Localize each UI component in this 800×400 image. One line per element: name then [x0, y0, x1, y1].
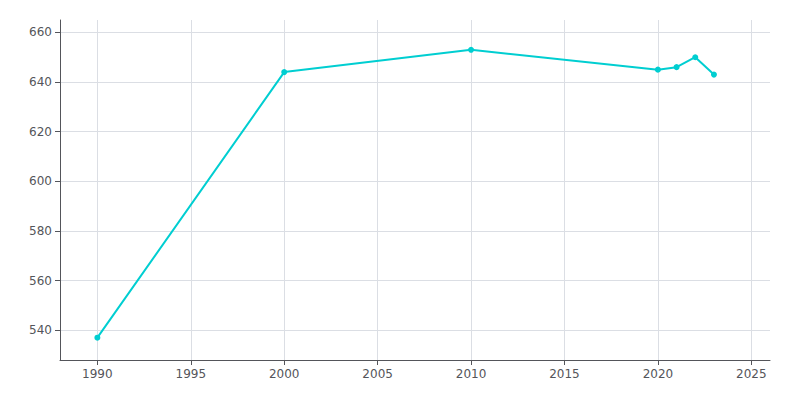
svg-text:540: 540 [29, 323, 52, 337]
svg-text:2020: 2020 [643, 367, 674, 381]
svg-text:580: 580 [29, 224, 52, 238]
svg-text:2025: 2025 [736, 367, 767, 381]
svg-text:1990: 1990 [82, 367, 113, 381]
svg-text:2010: 2010 [456, 367, 487, 381]
svg-text:2015: 2015 [549, 367, 580, 381]
svg-text:660: 660 [29, 25, 52, 39]
svg-text:2005: 2005 [362, 367, 393, 381]
svg-text:640: 640 [29, 75, 52, 89]
svg-text:2000: 2000 [269, 367, 300, 381]
svg-text:1995: 1995 [176, 367, 207, 381]
svg-text:600: 600 [29, 174, 52, 188]
svg-text:620: 620 [29, 125, 52, 139]
svg-text:560: 560 [29, 274, 52, 288]
